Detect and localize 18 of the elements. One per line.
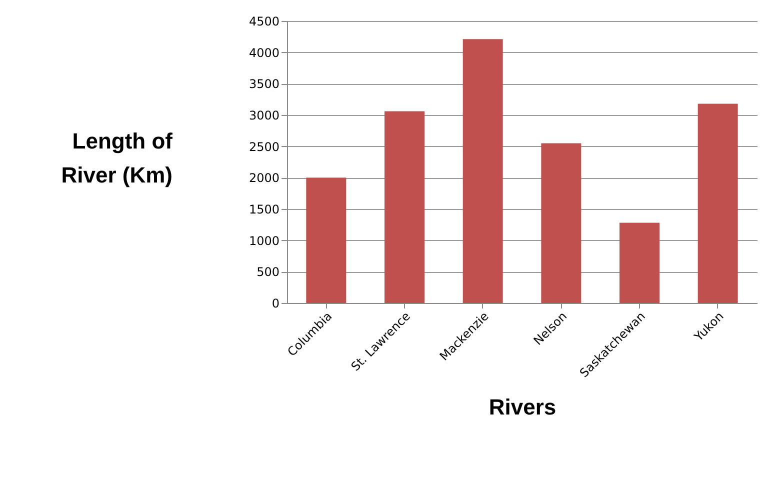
y-tick-label: 2500 (248, 140, 280, 154)
y-axis-title: Length of River (Km) (61, 128, 174, 188)
x-axis-title: Rivers (488, 394, 556, 420)
y-tick-label: 2000 (248, 171, 280, 186)
bar (698, 104, 738, 303)
bar (384, 111, 424, 303)
y-tick-label: 3000 (248, 108, 280, 122)
bar (541, 143, 582, 303)
y-tick-label: 4500 (248, 14, 280, 28)
y-tick-label: 4000 (248, 46, 280, 60)
y-tick-label: 1000 (248, 234, 280, 248)
y-tick-label: 0 (272, 296, 280, 310)
y-tick-label: 1500 (248, 202, 280, 216)
bar (462, 39, 503, 303)
y-tick-label: 500 (256, 265, 280, 280)
y-tick-label: 3500 (248, 77, 280, 92)
bar (620, 222, 660, 303)
bar (306, 178, 346, 303)
